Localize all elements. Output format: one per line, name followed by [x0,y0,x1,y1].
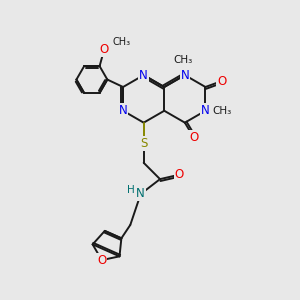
Text: N: N [181,69,189,82]
Text: O: O [175,168,184,181]
Text: N: N [136,188,145,200]
Text: O: O [97,254,106,267]
Text: N: N [119,104,128,117]
Text: CH₃: CH₃ [112,37,130,46]
Text: CH₃: CH₃ [174,55,193,64]
Text: CH₃: CH₃ [212,106,231,116]
Text: O: O [217,74,226,88]
Text: O: O [189,131,198,144]
Text: N: N [139,69,148,82]
Text: S: S [140,137,147,150]
Text: O: O [99,43,109,56]
Text: H: H [127,184,135,194]
Text: N: N [201,104,210,117]
